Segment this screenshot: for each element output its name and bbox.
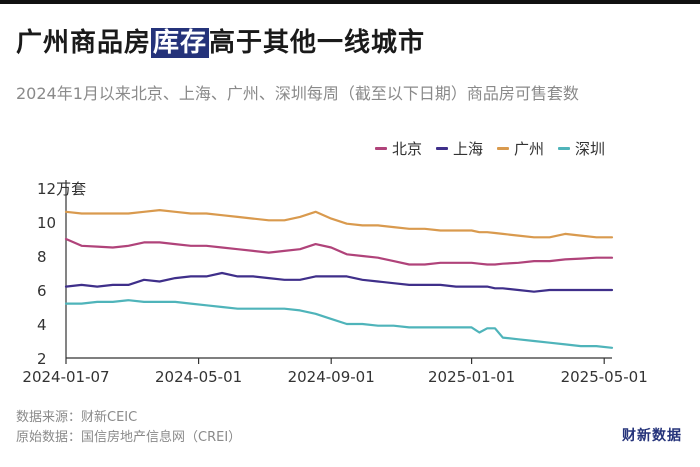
line-chart: 2 4 6 8 10 12万套 2024-01-07 2024-05-01 2024-09-01… xyxy=(22,180,648,386)
chart-subtitle: 2024年1月以来北京、上海、广州、深圳每周（截至以下日期）商品房可售套数 xyxy=(16,84,579,103)
legend-item-beijing: 北京 xyxy=(375,138,422,159)
y-tick-label: 2 xyxy=(37,350,47,368)
y-tick-label: 10 xyxy=(37,214,56,232)
legend-item-guangzhou: 广州 xyxy=(497,138,544,159)
source-notes: 数据来源：财新CEIC 原始数据：国信房地产信息网（CREI） xyxy=(16,408,241,448)
y-tick-label: 12万套 xyxy=(37,180,86,198)
raw-data-source: 原始数据：国信房地产信息网（CREI） xyxy=(16,430,242,445)
title-highlight: 库存 xyxy=(151,28,210,58)
legend-label: 北京 xyxy=(392,140,423,158)
y-tick-label: 4 xyxy=(37,316,47,334)
series-line-guangzhou xyxy=(64,208,614,239)
series-line-beijing xyxy=(64,237,614,266)
x-tick-label: 2024-01-07 xyxy=(22,368,109,386)
top-rule xyxy=(0,0,700,4)
series-line-shenzhen xyxy=(64,299,614,349)
y-tick-label: 8 xyxy=(37,248,47,266)
x-tick-label: 2024-09-01 xyxy=(288,368,375,386)
legend-item-shenzhen: 深圳 xyxy=(558,138,605,159)
title-part-1: 广州商品房 xyxy=(16,28,152,58)
y-tick-label: 6 xyxy=(37,282,47,300)
title-part-2: 高于其他一线城市 xyxy=(209,28,426,58)
legend-swatch xyxy=(375,147,387,150)
chart-title: 广州商品房库存高于其他一线城市 xyxy=(16,22,425,59)
x-tick-label: 2025-05-01 xyxy=(561,368,648,386)
legend-swatch xyxy=(558,147,571,150)
legend-label: 广州 xyxy=(514,140,545,158)
legend-item-shanghai: 上海 xyxy=(436,138,483,159)
legend-swatch xyxy=(436,147,449,150)
legend-label: 深圳 xyxy=(575,140,606,158)
x-tick-label: 2024-05-01 xyxy=(155,368,242,386)
brand-logo: 财新数据 xyxy=(622,428,682,444)
header: 广州商品房库存高于其他一线城市 xyxy=(0,0,700,66)
legend: 北京 上海 广州 深圳 xyxy=(375,138,605,159)
legend-label: 上海 xyxy=(453,140,484,158)
legend-swatch xyxy=(497,147,510,150)
data-source: 数据来源：财新CEIC xyxy=(16,410,138,425)
x-tick-label: 2025-01-01 xyxy=(428,368,515,386)
series-line-shanghai xyxy=(64,271,614,293)
